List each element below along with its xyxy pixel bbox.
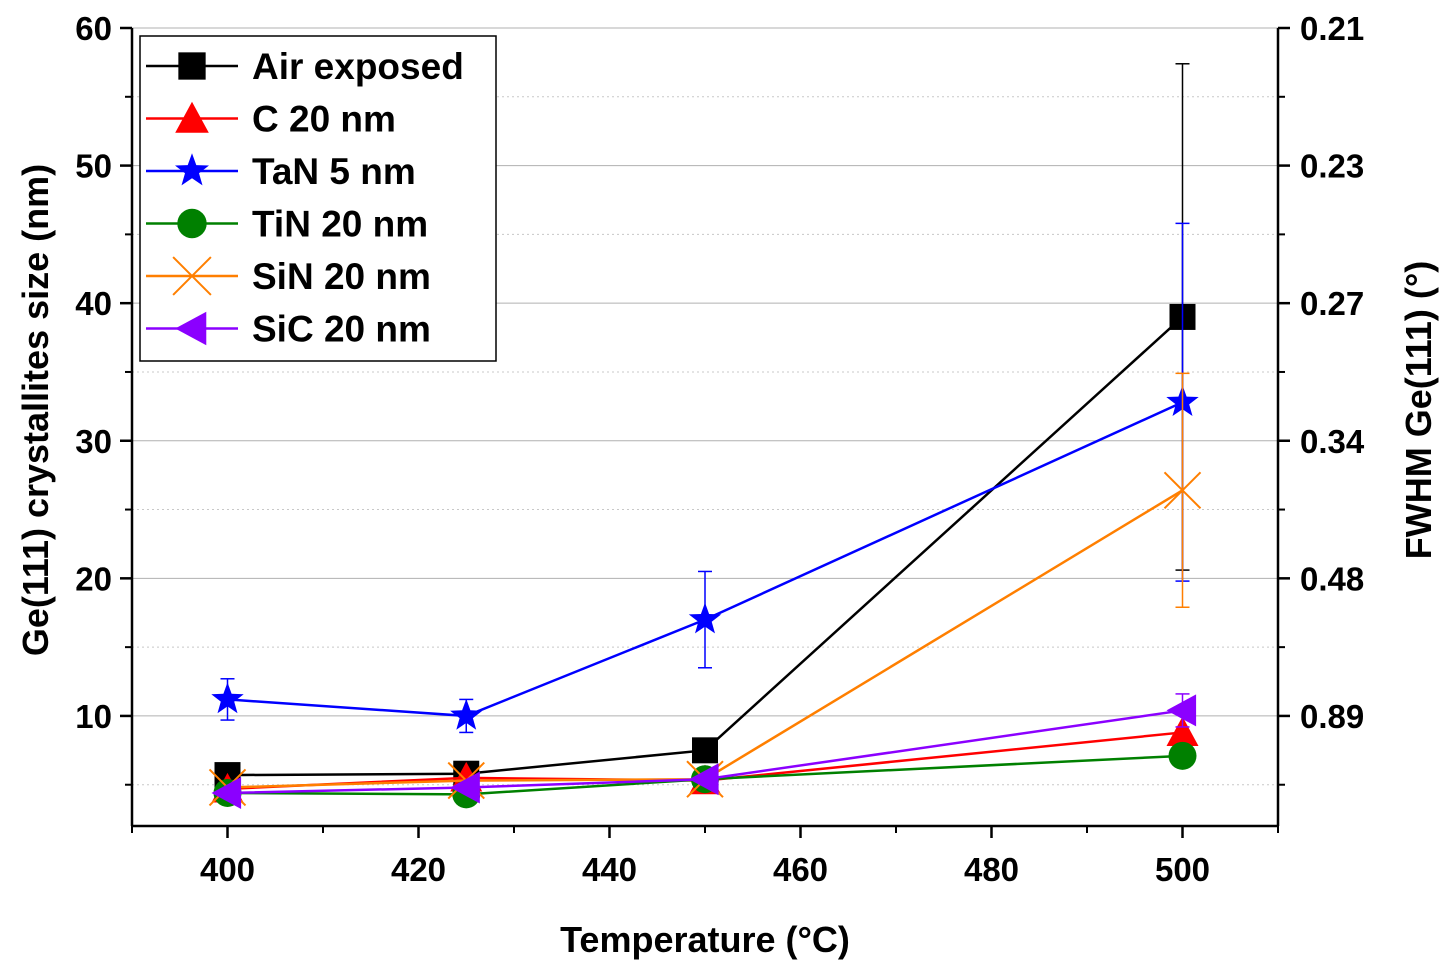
y-tick-label: 10: [75, 698, 112, 735]
y2-tick-label: 0.89: [1300, 698, 1364, 735]
legend-label: C 20 nm: [252, 99, 396, 140]
series-line: [227, 401, 1184, 718]
x-tick-label: 480: [964, 851, 1019, 888]
legend-marker: [178, 52, 206, 80]
legend-label: TaN 5 nm: [252, 151, 416, 192]
data-point: [1168, 741, 1197, 770]
x-tick-label: 420: [391, 851, 446, 888]
series-layer: [208, 63, 1202, 809]
y2-axis-title: FWHM Ge(111) (°): [1398, 261, 1439, 559]
axes: 400 420 440 460 480 500 10 20 30 40 50 60 0.89 0.48 0.…: [75, 10, 1365, 888]
legend-item: Air exposed: [146, 46, 464, 87]
legend-item: TaN 5 nm: [146, 151, 416, 192]
y-tick-label: 30: [75, 423, 112, 460]
data-point: [1166, 694, 1197, 727]
data-point: [211, 682, 244, 714]
legend-marker: [175, 311, 207, 346]
y-tick-label: 60: [75, 10, 112, 47]
y2-tick-label: 0.21: [1300, 10, 1364, 47]
legend-marker: [175, 101, 209, 133]
y2-tick-label: 0.27: [1300, 285, 1364, 322]
y2-tick-label: 0.23: [1300, 148, 1364, 185]
x-tick-label: 460: [773, 851, 828, 888]
y-tick-label: 50: [75, 148, 112, 185]
data-point: [692, 737, 718, 764]
legend-label: SiN 20 nm: [252, 256, 431, 297]
data-point: [689, 763, 719, 796]
x-axis-title: Temperature (°C): [560, 919, 850, 960]
data-point: [211, 776, 242, 809]
legend-marker: [172, 256, 212, 296]
legend-label: SiC 20 nm: [252, 309, 431, 350]
legend-item: SiC 20 nm: [146, 309, 431, 350]
legend-box: [139, 35, 497, 362]
data-point: [450, 698, 483, 730]
data-point: [1166, 716, 1199, 747]
series-line: [227, 489, 1184, 789]
series-line: [227, 709, 1183, 795]
data-point: [688, 602, 722, 634]
y2-tick-label: 0.34: [1300, 423, 1365, 460]
legend-marker: [177, 208, 207, 239]
legend: Air exposed C 20 nm TaN 5 nm TiN 20 nm SiN 2…: [139, 35, 497, 362]
series-sic-20-nm: [211, 693, 1197, 809]
series-line: [227, 754, 1183, 796]
x-tick-label: 400: [200, 851, 255, 888]
y-tick-label: 40: [75, 285, 112, 322]
data-point: [450, 771, 480, 804]
series-sin-20-nm: [208, 372, 1202, 807]
legend-label: Air exposed: [252, 46, 464, 87]
y-axis-title: Ge(111) crystallites size (nm): [15, 164, 56, 656]
legend-label: TiN 20 nm: [252, 204, 428, 245]
y-tick-label: 20: [75, 560, 112, 597]
legend-item: C 20 nm: [146, 99, 396, 140]
legend-item: TiN 20 nm: [146, 204, 428, 245]
data-point: [1163, 471, 1202, 509]
x-tick-label: 500: [1155, 851, 1210, 888]
legend-item: SiN 20 nm: [146, 256, 431, 297]
y2-tick-label: 0.48: [1300, 560, 1364, 597]
x-tick-label: 440: [582, 851, 637, 888]
series-line: [227, 316, 1184, 777]
legend-marker: [175, 153, 209, 186]
